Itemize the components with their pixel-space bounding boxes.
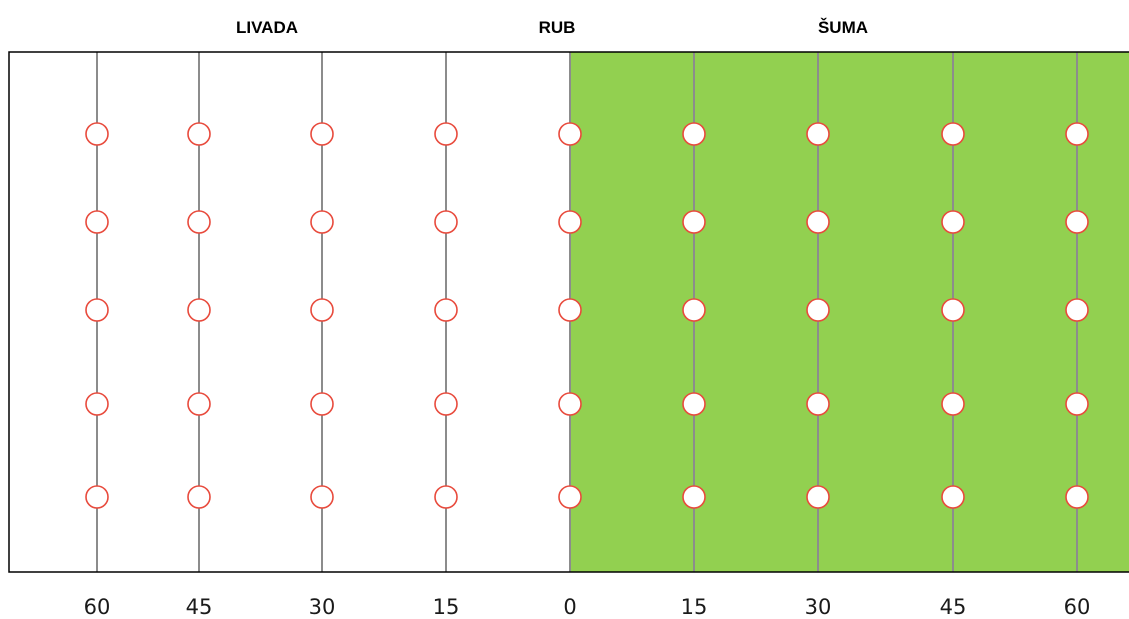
plot-marker-forest-30-row-3 [806, 298, 830, 322]
plot-marker-meadow-45-row-1 [187, 122, 211, 146]
plot-marker-edge-0-row-4 [558, 392, 582, 416]
plot-marker-meadow-60-row-5 [85, 485, 109, 509]
plot-marker-edge-0-row-3 [558, 298, 582, 322]
plot-marker-meadow-15-row-1 [434, 122, 458, 146]
plot-marker-meadow-30-row-3 [310, 298, 334, 322]
plot-marker-forest-15-row-5 [682, 485, 706, 509]
plot-marker-forest-30-row-5 [806, 485, 830, 509]
plot-marker-forest-45-row-4 [941, 392, 965, 416]
plot-marker-edge-0-row-1 [558, 122, 582, 146]
plot-marker-edge-0-row-2 [558, 210, 582, 234]
plot-marker-meadow-45-row-3 [187, 298, 211, 322]
plot-marker-forest-60-row-2 [1065, 210, 1089, 234]
distance-label-forest-60: 60 [1064, 595, 1091, 619]
forest-area [570, 52, 1129, 572]
diagram-frame [8, 51, 1129, 573]
distance-label-meadow-15: 15 [433, 595, 460, 619]
plot-marker-meadow-60-row-4 [85, 392, 109, 416]
plot-marker-meadow-30-row-5 [310, 485, 334, 509]
plot-marker-meadow-60-row-3 [85, 298, 109, 322]
plot-marker-meadow-15-row-4 [434, 392, 458, 416]
plot-marker-forest-15-row-2 [682, 210, 706, 234]
plot-marker-edge-0-row-5 [558, 485, 582, 509]
zone-label-forest: ŠUMA [818, 18, 868, 37]
plot-marker-meadow-15-row-3 [434, 298, 458, 322]
plot-marker-forest-45-row-1 [941, 122, 965, 146]
plot-marker-meadow-45-row-2 [187, 210, 211, 234]
plot-marker-forest-15-row-4 [682, 392, 706, 416]
plot-marker-forest-45-row-5 [941, 485, 965, 509]
plot-marker-meadow-60-row-1 [85, 122, 109, 146]
distance-axis: 60 45 30 15 0 15 30 45 60 [84, 595, 1091, 619]
distance-label-meadow-60: 60 [84, 595, 111, 619]
distance-label-meadow-30: 30 [309, 595, 336, 619]
distance-label-forest-15: 15 [681, 595, 708, 619]
plot-marker-meadow-45-row-5 [187, 485, 211, 509]
distance-label-edge-0: 0 [563, 595, 576, 619]
plot-marker-forest-15-row-1 [682, 122, 706, 146]
plot-marker-forest-60-row-1 [1065, 122, 1089, 146]
distance-label-forest-30: 30 [805, 595, 832, 619]
plot-marker-forest-45-row-2 [941, 210, 965, 234]
plot-marker-forest-30-row-1 [806, 122, 830, 146]
zone-label-meadow: LIVADA [236, 18, 298, 37]
plot-marker-forest-60-row-5 [1065, 485, 1089, 509]
plot-marker-meadow-15-row-2 [434, 210, 458, 234]
plot-marker-forest-60-row-3 [1065, 298, 1089, 322]
plot-marker-meadow-30-row-4 [310, 392, 334, 416]
plot-marker-forest-30-row-4 [806, 392, 830, 416]
plot-marker-meadow-45-row-4 [187, 392, 211, 416]
plot-marker-forest-30-row-2 [806, 210, 830, 234]
plot-marker-forest-60-row-4 [1065, 392, 1089, 416]
plot-marker-meadow-15-row-5 [434, 485, 458, 509]
plot-marker-forest-15-row-3 [682, 298, 706, 322]
plot-marker-meadow-60-row-2 [85, 210, 109, 234]
distance-label-meadow-45: 45 [186, 595, 213, 619]
plot-markers [85, 122, 1089, 509]
plot-marker-meadow-30-row-2 [310, 210, 334, 234]
plot-marker-meadow-30-row-1 [310, 122, 334, 146]
plot-marker-forest-45-row-3 [941, 298, 965, 322]
distance-label-forest-45: 45 [940, 595, 967, 619]
zone-label-edge: RUB [539, 18, 576, 37]
